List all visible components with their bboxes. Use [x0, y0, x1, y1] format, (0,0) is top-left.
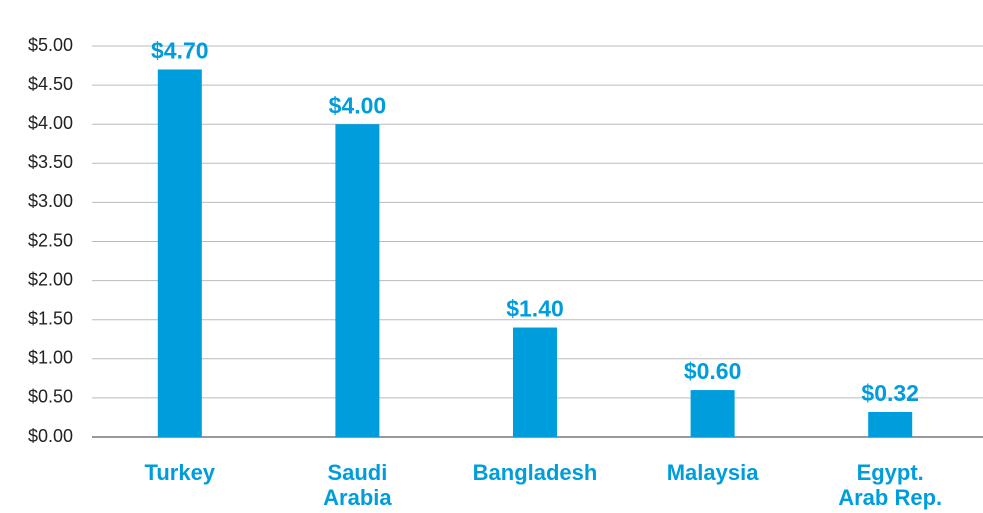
- y-tick-label: $1.00: [28, 348, 73, 368]
- value-label: $0.32: [861, 380, 919, 406]
- value-label: $1.40: [506, 296, 564, 322]
- bar: [335, 124, 380, 437]
- value-label: $4.70: [151, 38, 209, 64]
- value-label: $0.60: [684, 358, 742, 384]
- bar: [690, 390, 735, 437]
- y-tick-label: $0.50: [28, 387, 73, 407]
- y-tick-label: $4.50: [28, 74, 73, 94]
- y-tick-label: $2.00: [28, 269, 73, 289]
- bar: [868, 411, 913, 437]
- x-tick-label: Saudi Arabia: [323, 460, 392, 510]
- y-tick-label: $3.00: [28, 191, 73, 211]
- y-tick-label: $1.50: [28, 308, 73, 328]
- x-tick-label: Bangladesh: [472, 460, 598, 485]
- bar: [513, 327, 557, 437]
- x-tick-label: Turkey: [144, 460, 216, 485]
- y-tick-label: $3.50: [28, 152, 73, 172]
- value-label: $4.00: [329, 92, 387, 118]
- y-tick-label: $4.00: [28, 113, 73, 133]
- y-tick-label: $2.50: [28, 230, 73, 250]
- x-tick-label: Egypt. Arab Rep.: [838, 460, 943, 510]
- y-tick-label: $0.00: [28, 426, 73, 446]
- y-tick-label: $5.00: [28, 35, 73, 55]
- bar: [157, 69, 202, 438]
- x-tick-label: Malaysia: [666, 460, 759, 485]
